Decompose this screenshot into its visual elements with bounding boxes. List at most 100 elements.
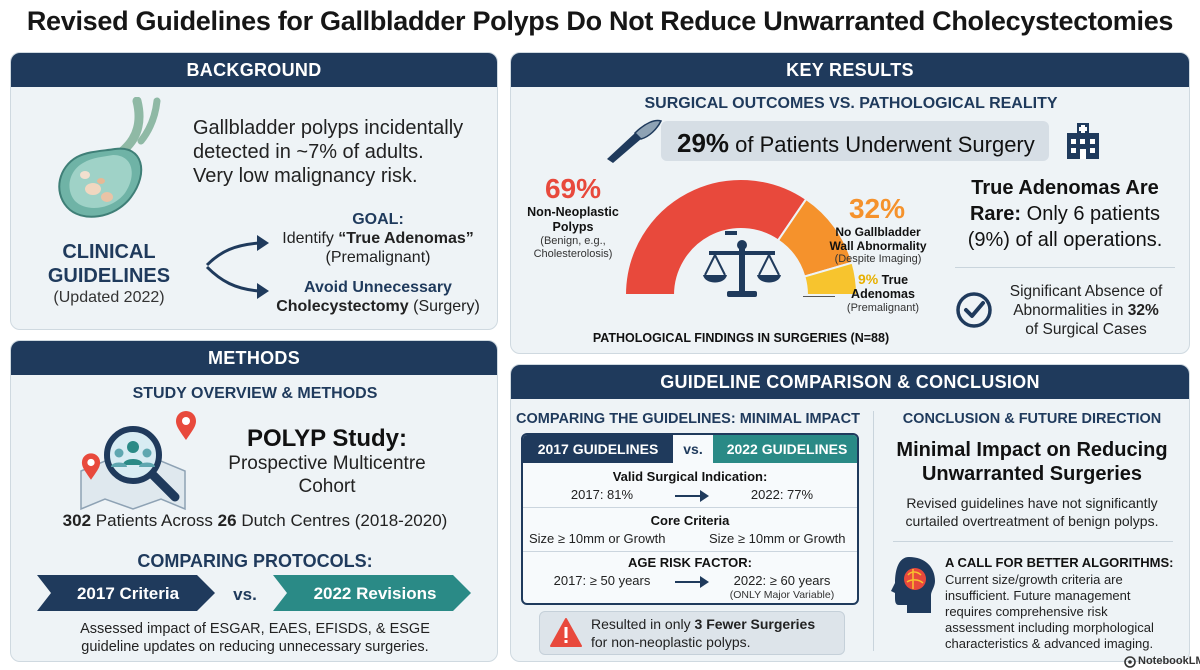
criteria-2017-label: 2017 Criteria	[76, 584, 180, 603]
key-results-subtitle: SURGICAL OUTCOMES VS. PATHOLOGICAL REALI…	[644, 95, 1058, 112]
background-intro-line-2: detected in ~7% of adults.	[193, 141, 424, 163]
non-neoplastic-note-1: (Benign, e.g.,	[540, 235, 606, 247]
row-2-label: Core Criteria	[650, 513, 730, 528]
no-abnormality-label-1: No Gallbladder	[835, 225, 921, 239]
absence-line-3: of Surgical Cases	[1025, 321, 1147, 338]
map-pin-icon	[176, 411, 196, 440]
call-line-5: characteristics & advanced imaging.	[945, 636, 1154, 651]
gauge-caption: PATHOLOGICAL FINDINGS IN SURGERIES (N=88…	[592, 331, 890, 345]
no-abnormality-label-2: Wall Abnormality	[829, 239, 927, 253]
goal-line-2: (Premalignant)	[325, 249, 431, 266]
flow-arrows-icon	[205, 235, 269, 299]
true-adenoma-label-2: Adenomas	[851, 287, 915, 301]
background-intro-line-3: Very low malignancy risk.	[193, 165, 418, 187]
gauge-segment-non-neoplastic	[623, 178, 808, 296]
call-line-2: insufficient. Future management	[945, 588, 1131, 603]
comparing-protocols-title: COMPARING PROTOCOLS:	[137, 551, 373, 571]
page-title: Revised Guidelines for Gallbladder Polyp…	[26, 6, 1174, 36]
true-adenoma-label-1: 9% True	[857, 271, 909, 287]
criteria-2017-shape	[37, 575, 215, 611]
row-3-note: (ONLY Major Variable)	[729, 589, 835, 601]
goal-line-1: Identify “True Adenomas”	[282, 230, 474, 247]
warning-box	[539, 611, 845, 655]
g2017-tab	[523, 435, 673, 463]
revised-line-2: curtailed overtreatment of benign polyps…	[905, 513, 1159, 529]
warning-icon	[550, 618, 582, 647]
methods-panel: METHODS STUDY OVERVIEW & METHODS POLYP S…	[10, 340, 498, 662]
conclusion-divider	[893, 541, 1173, 542]
absence-line-1: Significant Absence of	[1009, 283, 1163, 300]
methods-header: METHODS	[11, 341, 497, 375]
guidelines-table: 2017 GUIDELINES vs. 2022 GUIDELINES Vali…	[521, 433, 859, 605]
rare-line-2: Rare: Only 6 patients	[969, 203, 1161, 225]
head-brain-icon	[891, 557, 935, 613]
background-header: BACKGROUND	[11, 53, 497, 87]
impact-line-1: Minimal Impact on Reducing	[896, 439, 1168, 461]
surgery-banner	[661, 121, 1049, 161]
scalpel-icon	[607, 119, 663, 163]
call-title: A CALL FOR BETTER ALGORITHMS:	[945, 555, 1174, 570]
comparison-divider	[873, 411, 874, 651]
call-line-3: requires comprehensive risk	[945, 604, 1108, 619]
row-divider-1	[523, 507, 857, 508]
map-pin-icon-2	[81, 453, 101, 480]
call-line-4: assessment including morphological	[945, 620, 1154, 635]
row-1-arrow	[675, 490, 709, 502]
row-2-left: Size ≥ 10mm or Growth	[529, 531, 666, 546]
non-neoplastic-label-1: Non-Neoplastic	[527, 205, 619, 219]
study-line-1: Prospective Multicentre	[228, 453, 426, 474]
goal-label: GOAL:	[352, 211, 404, 228]
row-divider-2	[523, 551, 857, 552]
true-adenoma-note: (Premalignant)	[846, 302, 920, 314]
avoid-line-1: Avoid Unnecessary	[304, 279, 452, 296]
pathology-gauge	[623, 178, 859, 296]
assessed-line-2: guideline updates on reducing unnecessar…	[81, 639, 429, 655]
protocols-vs: vs.	[233, 585, 257, 604]
rare-line-3: (9%) of all operations.	[967, 229, 1163, 251]
warning-line-1: Resulted in only 3 Fewer Surgeries	[591, 616, 816, 632]
conclusion-title: CONCLUSION & FUTURE DIRECTION	[902, 411, 1162, 427]
true-adenoma-leader	[803, 296, 835, 297]
hospital-icon	[1067, 123, 1099, 159]
revisions-2022-label: 2022 Revisions	[313, 584, 437, 603]
row-3-right: 2022: ≥ 60 years	[733, 573, 831, 588]
row-2-right: Size ≥ 10mm or Growth	[709, 531, 846, 546]
study-name: POLYP Study:	[246, 425, 408, 452]
non-neoplastic-note-2: Cholesterolosis)	[533, 248, 613, 260]
notebooklm-logo-icon	[1124, 656, 1136, 668]
revisions-2022-shape	[273, 575, 471, 611]
rare-line-1: True Adenomas Are	[971, 177, 1159, 199]
row-1-label: Valid Surgical Indication:	[612, 469, 768, 484]
row-3-left: 2017: ≥ 50 years	[553, 573, 651, 588]
patients-line: 302 Patients Across 26 Dutch Centres (20…	[62, 511, 448, 530]
magnifier-people-icon	[80, 426, 186, 511]
absence-line-2: Abnormalities in 32%	[1013, 302, 1159, 319]
revised-line-1: Revised guidelines have not significantl…	[906, 495, 1158, 511]
clinical-guidelines-line-2: GUIDELINES	[47, 265, 171, 287]
results-divider	[955, 267, 1175, 268]
key-results-header: KEY RESULTS	[511, 53, 1189, 87]
no-abnormality-note: (Despite Imaging)	[834, 253, 922, 265]
comparison-header: GUIDELINE COMPARISON & CONCLUSION	[511, 365, 1189, 399]
impact-line-2: Unwarranted Surgeries	[921, 463, 1143, 485]
surgery-banner-text: 29% of Patients Underwent Surgery	[677, 128, 1035, 158]
gallbladder-icon	[58, 97, 161, 218]
clinical-guidelines-line-1: CLINICAL	[62, 241, 156, 263]
clinical-guidelines-sub: (Updated 2022)	[53, 289, 165, 306]
no-abnormality-pct: 32%	[848, 193, 906, 224]
warning-line-2: for non-neoplastic polyps.	[591, 634, 751, 650]
g2022-tab	[713, 435, 857, 463]
row-3-label: AGE RISK FACTOR:	[628, 555, 752, 570]
call-line-1: Current size/growth criteria are	[945, 572, 1123, 587]
row-3-arrow	[675, 576, 709, 588]
non-neoplastic-pct: 69%	[544, 173, 602, 204]
study-line-2: Cohort	[298, 476, 356, 497]
footer-brand: NotebookLM	[1138, 655, 1200, 667]
scales-icon	[703, 240, 781, 297]
checkmark-icon	[956, 292, 992, 328]
assessed-line-1: Assessed impact of ESGAR, EAES, EFISDS, …	[80, 621, 430, 637]
comparison-left-title: COMPARING THE GUIDELINES: MINIMAL IMPACT	[516, 411, 860, 427]
g2017-label: 2017 GUIDELINES	[537, 441, 659, 457]
background-intro-line-1: Gallbladder polyps incidentally	[193, 117, 464, 139]
non-neoplastic-label-2: Polyps	[552, 220, 594, 234]
